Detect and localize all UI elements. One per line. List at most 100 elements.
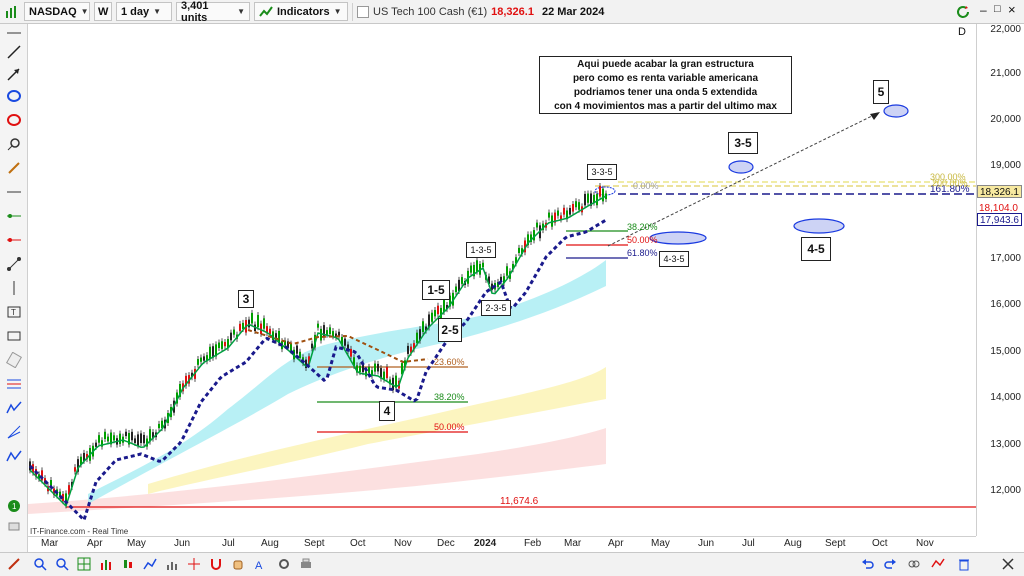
candle-body (191, 372, 193, 378)
arrow-tool-icon[interactable] (3, 64, 25, 84)
weekly-label: W (98, 5, 109, 18)
indicators-button[interactable]: Indicators ▼ (254, 2, 348, 21)
price-chart[interactable]: 3 4 1-5 2-5 3-5 4-5 5 1-3-5 2-3-5 3-3-5 … (28, 24, 976, 536)
ruler-tool-icon[interactable] (3, 350, 25, 370)
line-chart-icon[interactable] (142, 556, 158, 572)
maximize-icon[interactable]: □ (994, 3, 1001, 15)
ellipse-tool-icon[interactable] (3, 86, 25, 106)
candle-body (386, 367, 388, 379)
elliott-wave-tool-icon[interactable] (3, 398, 25, 418)
x-tick-label: Jun (698, 538, 715, 549)
pencil-tool-icon[interactable] (3, 158, 25, 178)
compare-icon[interactable] (930, 556, 946, 572)
zoom-in-icon[interactable] (32, 556, 48, 572)
ellipse-red-tool-icon[interactable] (3, 110, 25, 130)
pattern-tool-icon[interactable] (3, 446, 25, 466)
fib-fan-tool-icon[interactable] (3, 422, 25, 442)
candle-chart-icon[interactable] (120, 556, 136, 572)
candle-body (176, 392, 178, 404)
target-ellipse-4-3-5 (649, 231, 707, 245)
candle-body (50, 480, 52, 488)
candle-body (428, 314, 430, 328)
alert-tool-icon[interactable]: 1 (3, 496, 25, 516)
candle-body (338, 331, 340, 337)
candle-body (203, 356, 205, 361)
grid-icon[interactable] (76, 556, 92, 572)
units-selector[interactable]: 3,401 units ▼ (176, 0, 250, 24)
wave-label-3-3-5: 3-3-5 (587, 164, 617, 180)
symbol-selector[interactable]: NASDAQ ▼ (24, 2, 90, 21)
text-tool-icon[interactable]: T (3, 302, 25, 322)
candle-body (128, 433, 130, 445)
period-selector[interactable]: 1 day ▼ (116, 2, 172, 21)
x-tick-label: Oct (350, 538, 366, 549)
candle-body (557, 210, 559, 216)
candle-body (482, 262, 484, 268)
magnet-icon[interactable] (208, 556, 224, 572)
candle-body (125, 431, 127, 437)
print-icon[interactable] (298, 556, 314, 572)
horizontal-line-tool-icon[interactable] (3, 182, 25, 202)
candle-body (29, 461, 31, 471)
zoom-out-icon[interactable] (54, 556, 70, 572)
refresh-icon[interactable] (955, 4, 971, 20)
candle-body (329, 327, 331, 335)
text-icon[interactable]: A (252, 556, 268, 572)
candle-body (515, 257, 517, 264)
close-chart-icon[interactable] (1000, 556, 1016, 572)
pointer-tool-icon[interactable] (3, 27, 25, 47)
price-axis[interactable]: 22,000 21,000 20,000 19,000 17,000 16,00… (976, 24, 1024, 536)
x-tick-label: May (127, 538, 146, 549)
label-tool-icon[interactable] (3, 326, 25, 346)
settings-icon[interactable] (276, 556, 292, 572)
candle-body (587, 193, 589, 203)
segment-tool-icon[interactable] (3, 254, 25, 274)
line-tool-icon[interactable] (3, 42, 25, 62)
candle-body (152, 432, 154, 439)
candle-body (212, 346, 214, 358)
vertical-line-tool-icon[interactable] (3, 278, 25, 298)
pencil-icon[interactable] (6, 556, 22, 572)
candle-body (434, 310, 436, 317)
candle-body (362, 362, 364, 373)
data-source-label: IT-Finance.com - Real Time (30, 527, 129, 536)
time-axis[interactable]: Mar Apr May Jun Jul Aug Sept Oct Nov Dec… (28, 536, 976, 552)
crosshair-icon[interactable] (186, 556, 202, 572)
hline-point-tool-icon[interactable] (3, 206, 25, 226)
close-icon[interactable]: × (1008, 2, 1016, 17)
wave-label-2-5: 2-5 (438, 318, 462, 342)
bar-chart-icon[interactable] (98, 556, 114, 572)
candle-body (431, 312, 433, 322)
candle-body (350, 348, 352, 357)
eraser-tool-icon[interactable] (3, 516, 25, 536)
candle-body (161, 420, 163, 429)
x-tick-label: Oct (872, 538, 888, 549)
candle-body (404, 360, 406, 368)
cloud-cyan (88, 260, 606, 504)
y-tick-label: 20,000 (990, 114, 1021, 125)
candle-body (134, 438, 136, 443)
minimize-icon[interactable]: – (980, 3, 987, 17)
candle-body (446, 304, 448, 310)
trash-icon[interactable] (956, 556, 972, 572)
fib-label-500-lower: 50.00% (434, 422, 465, 432)
link-icon[interactable] (906, 556, 922, 572)
hand-icon[interactable] (230, 556, 246, 572)
undo-icon[interactable] (860, 556, 876, 572)
candle-body (59, 491, 61, 497)
wave-label-4-3-5: 4-3-5 (659, 251, 689, 267)
top-toolbar: NASDAQ ▼ W 1 day ▼ 3,401 units ▼ Indicators… (0, 0, 1024, 24)
period-label: 1 day (121, 5, 150, 18)
candle-body (110, 432, 112, 445)
candle-body (227, 339, 229, 349)
chart-date: 22 Mar 2024 (541, 5, 605, 18)
fibonacci-tool-icon[interactable] (3, 374, 25, 394)
wave-label-1-5: 1-5 (422, 280, 450, 300)
weekly-button[interactable]: W (94, 2, 112, 21)
hline-red-tool-icon[interactable] (3, 230, 25, 250)
instrument-flag-icon (357, 5, 369, 18)
redo-icon[interactable] (882, 556, 898, 572)
candle-body (197, 359, 199, 365)
circle-tool-icon[interactable] (3, 134, 25, 154)
volume-icon[interactable] (164, 556, 180, 572)
